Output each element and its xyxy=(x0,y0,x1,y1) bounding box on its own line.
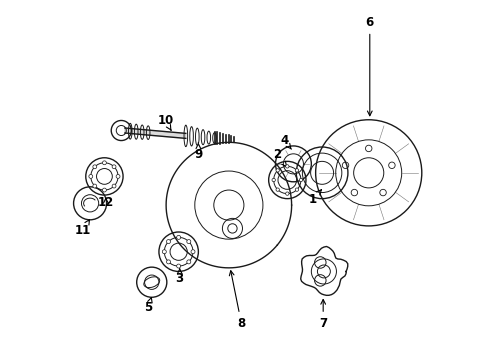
Circle shape xyxy=(187,239,191,244)
Text: 10: 10 xyxy=(157,114,173,130)
Circle shape xyxy=(177,264,181,268)
Circle shape xyxy=(286,165,289,168)
Circle shape xyxy=(276,188,279,191)
Circle shape xyxy=(295,188,298,191)
Circle shape xyxy=(276,169,279,172)
Text: 1: 1 xyxy=(308,190,321,206)
Polygon shape xyxy=(125,128,186,138)
Text: 6: 6 xyxy=(366,16,374,116)
Text: 12: 12 xyxy=(98,196,114,209)
Circle shape xyxy=(89,175,93,178)
Text: 2: 2 xyxy=(273,148,287,166)
Circle shape xyxy=(191,250,195,254)
Circle shape xyxy=(167,239,171,244)
Circle shape xyxy=(343,162,349,168)
Circle shape xyxy=(366,145,372,152)
Circle shape xyxy=(295,169,298,172)
Text: 7: 7 xyxy=(319,300,327,330)
Circle shape xyxy=(351,189,358,196)
Text: 4: 4 xyxy=(280,134,292,149)
Text: 9: 9 xyxy=(194,143,202,161)
Circle shape xyxy=(112,184,116,188)
Text: 5: 5 xyxy=(144,298,152,314)
Circle shape xyxy=(93,184,97,188)
Circle shape xyxy=(389,162,395,168)
Circle shape xyxy=(299,178,303,182)
Text: 3: 3 xyxy=(176,269,184,285)
Circle shape xyxy=(177,235,181,239)
Circle shape xyxy=(167,260,171,264)
Text: 8: 8 xyxy=(229,271,245,330)
Text: 11: 11 xyxy=(75,220,91,237)
Circle shape xyxy=(102,161,106,165)
Circle shape xyxy=(187,260,191,264)
Circle shape xyxy=(112,165,116,169)
Circle shape xyxy=(286,192,289,195)
Circle shape xyxy=(102,188,106,192)
Circle shape xyxy=(380,189,386,196)
Circle shape xyxy=(116,175,120,178)
Circle shape xyxy=(162,250,166,254)
Circle shape xyxy=(272,178,275,182)
Circle shape xyxy=(93,165,97,169)
